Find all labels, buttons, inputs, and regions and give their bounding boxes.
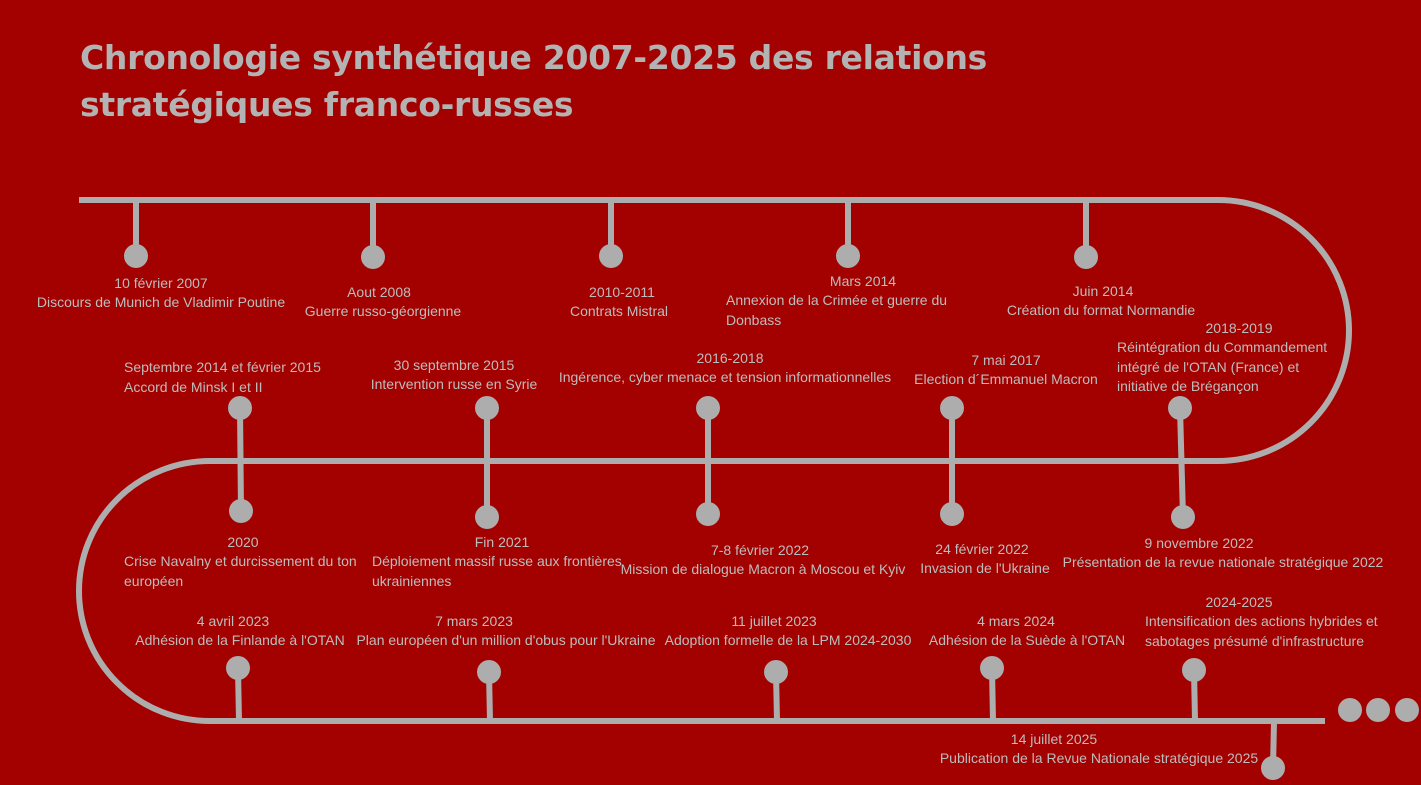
event-description: Adhésion de la Finlande à l'OTAN bbox=[135, 632, 345, 648]
event-stem bbox=[237, 407, 244, 512]
event-description: Guerre russo-géorgienne bbox=[304, 303, 462, 319]
event-date: Juin 2014 bbox=[1072, 283, 1134, 299]
event-description: Intensification des actions hybrides et … bbox=[1145, 613, 1378, 649]
event-description: Contrats Mistral bbox=[569, 303, 669, 319]
timeline-line bbox=[76, 197, 1352, 724]
event-description: Création du format Normandie bbox=[1006, 302, 1196, 318]
event-description: Plan européen d'un million d'obus pour l… bbox=[356, 632, 656, 648]
event-marker bbox=[836, 244, 860, 268]
event-marker bbox=[475, 396, 499, 420]
event-marker bbox=[477, 660, 501, 684]
event-date: 24 février 2022 bbox=[935, 541, 1029, 557]
event-description: Adoption formelle de la LPM 2024-2030 bbox=[664, 632, 912, 648]
event-marker bbox=[1168, 396, 1192, 420]
event-date: 2020 bbox=[227, 534, 259, 550]
event-marker bbox=[599, 244, 623, 268]
event-description: Annexion de la Crimée et guerre du Donba… bbox=[726, 292, 948, 328]
event-date: 14 juillet 2025 bbox=[1010, 731, 1098, 747]
event-date: 9 novembre 2022 bbox=[1144, 535, 1254, 551]
event-description: Adhésion de la Suède à l'OTAN bbox=[928, 632, 1126, 648]
event-date: 2018-2019 bbox=[1205, 320, 1273, 336]
event-description: Réintégration du Commandement intégré de… bbox=[1117, 339, 1328, 394]
event-marker bbox=[764, 660, 788, 684]
event-marker bbox=[980, 656, 1004, 680]
event-marker bbox=[696, 396, 720, 420]
event-date: Fin 2021 bbox=[474, 534, 530, 550]
event-date: 4 avril 2023 bbox=[196, 613, 270, 629]
event-date: 30 septembre 2015 bbox=[393, 357, 515, 373]
event-description: Déploiement massif russe aux frontières … bbox=[372, 553, 622, 589]
event-description: Crise Navalny et durcissement du ton eur… bbox=[124, 553, 357, 589]
event-marker bbox=[124, 244, 148, 268]
event-description: Ingérence, cyber menace et tension infor… bbox=[558, 369, 892, 385]
event-date: Septembre 2014 et février 2015 bbox=[124, 359, 321, 375]
event-description: Mission de dialogue Macron à Moscou et K… bbox=[620, 561, 906, 577]
event-marker bbox=[940, 396, 964, 420]
ellipsis-dots-icon bbox=[1366, 698, 1390, 722]
event-description: Invasion de l'Ukraine bbox=[920, 560, 1050, 576]
event-description: Présentation de la revue nationale strat… bbox=[1062, 554, 1384, 570]
event-marker bbox=[1171, 505, 1195, 529]
event-description: Intervention russe en Syrie bbox=[370, 376, 538, 392]
event-marker bbox=[361, 245, 385, 269]
ellipsis-dots-icon bbox=[1395, 698, 1419, 722]
event-marker bbox=[1182, 658, 1206, 682]
event-date: 7-8 février 2022 bbox=[710, 542, 810, 558]
event-marker bbox=[475, 505, 499, 529]
ellipsis-dots-icon bbox=[1338, 698, 1362, 722]
event-date: 2010-2011 bbox=[589, 284, 655, 300]
page-title: Chronologie synthétique 2007-2025 des re… bbox=[80, 38, 988, 124]
event-date: 11 juillet 2023 bbox=[731, 613, 817, 629]
event-date: 4 mars 2024 bbox=[977, 613, 1055, 629]
event-marker bbox=[228, 396, 252, 420]
event-stem bbox=[1177, 407, 1186, 518]
event-date: 2016-2018 bbox=[696, 350, 764, 366]
event-marker bbox=[226, 656, 250, 680]
event-date: Mars 2014 bbox=[829, 273, 897, 289]
event-marker bbox=[1261, 756, 1285, 780]
event-marker bbox=[696, 502, 720, 526]
event-description: Discours de Munich de Vladimir Poutine bbox=[36, 294, 286, 310]
event-description: Publication de la Revue Nationale straté… bbox=[939, 750, 1259, 766]
event-description: Accord de Minsk I et II bbox=[124, 379, 263, 395]
event-date: 10 février 2007 bbox=[114, 275, 208, 291]
event-marker bbox=[229, 499, 253, 523]
event-date: 2024-2025 bbox=[1205, 594, 1273, 610]
event-date: Aout 2008 bbox=[347, 284, 411, 300]
event-date: 7 mai 2017 bbox=[971, 352, 1041, 368]
event-description: Election d´Emmanuel Macron bbox=[914, 371, 1098, 387]
event-marker bbox=[1074, 245, 1098, 269]
event-date: 7 mars 2023 bbox=[435, 613, 513, 629]
event-marker bbox=[940, 502, 964, 526]
